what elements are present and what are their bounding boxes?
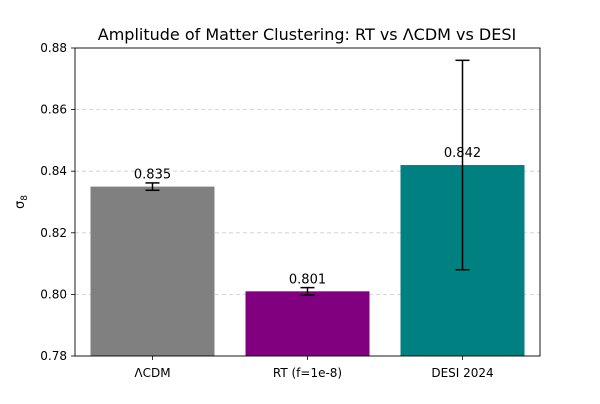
y-axis-label-subscript: 8 xyxy=(20,195,30,201)
y-tick-label: 0.84 xyxy=(40,164,67,178)
y-tick-label: 0.80 xyxy=(40,287,67,301)
bar xyxy=(245,291,370,356)
chart-title: Amplitude of Matter Clustering: RT vs ΛC… xyxy=(98,25,516,44)
labels: 0.78 0.80 0.82 0.84 0.86 0.88 0.835 ΛCDM 0.801 RT… xyxy=(13,41,494,380)
y-tick-label: 0.88 xyxy=(40,41,67,55)
x-tick-label: DESI 2024 xyxy=(431,366,493,380)
data-label: 0.842 xyxy=(444,146,481,161)
y-tick-label: 0.86 xyxy=(40,103,67,117)
y-tick-label: 0.82 xyxy=(40,226,67,240)
bars xyxy=(90,59,525,356)
y-axis-label: σ8 xyxy=(13,195,30,209)
axes xyxy=(71,47,541,360)
plot-frame xyxy=(74,47,541,357)
data-label: 0.801 xyxy=(289,272,326,287)
data-label: 0.835 xyxy=(134,168,171,183)
y-axis-label-symbol: σ xyxy=(13,201,28,209)
x-tick-label: RT (f=1e-8) xyxy=(273,366,342,380)
y-tick-label: 0.78 xyxy=(40,349,67,363)
x-tick-label: ΛCDM xyxy=(134,366,170,380)
bar xyxy=(90,186,215,356)
